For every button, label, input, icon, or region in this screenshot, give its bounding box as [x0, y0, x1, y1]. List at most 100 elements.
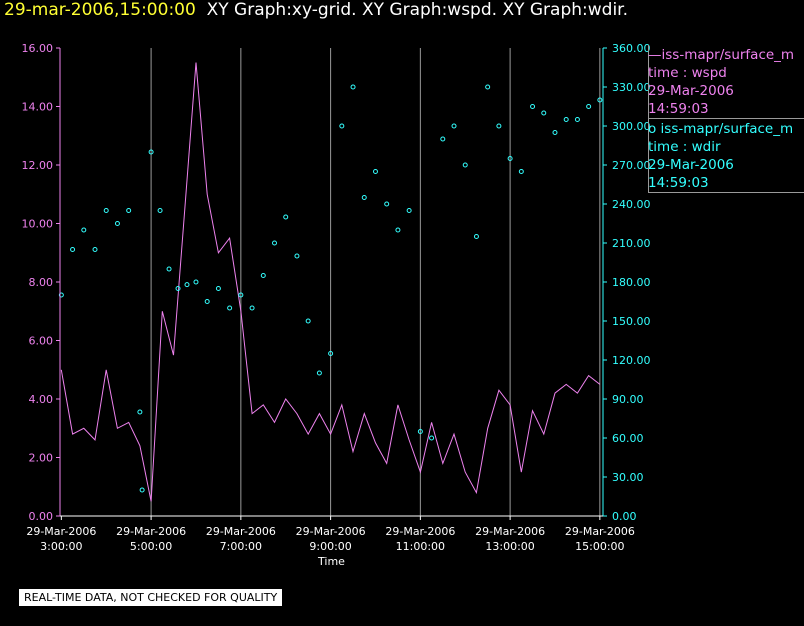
legend-wspd-date: 29-Mar-2006 [648, 83, 734, 99]
legend-frame [648, 45, 649, 193]
x-tick-date-label: 29-Mar-2006 [206, 525, 276, 538]
right-tick-label: 0.00 [612, 510, 637, 523]
x-tick-time-label: 5:00:00 [130, 540, 172, 553]
wdir-point [429, 435, 435, 441]
wdir-point [305, 318, 311, 324]
title-graph-list: XY Graph:xy-grid. XY Graph:wspd. XY Grap… [206, 0, 629, 20]
right-tick-label: 360.00 [612, 42, 651, 55]
wdir-point [148, 149, 154, 155]
x-tick-date-label: 29-Mar-2006 [296, 525, 366, 538]
wdir-point [227, 305, 233, 311]
quality-note: REAL-TIME DATA, NOT CHECKED FOR QUALITY [19, 589, 283, 606]
wdir-point [204, 299, 210, 304]
legend-wspd-time: 14:59:03 [648, 101, 709, 117]
legend-wspd-source: —iss-mapr/surface_m [648, 47, 795, 63]
wdir-point [184, 282, 190, 288]
wdir-point [395, 227, 401, 233]
x-tick-time-label: 15:00:00 [575, 540, 624, 553]
wdir-point [372, 169, 378, 174]
wdir-point [350, 84, 356, 90]
wdir-point [440, 136, 446, 142]
legend-wspd-variable: time : wspd [648, 65, 727, 81]
wdir-point [451, 123, 457, 129]
axis-layer: 0.00 2.00 4.00 6.00 8.00 10.00 12.00 14.00 16.00… [22, 42, 651, 568]
wdir-point [417, 429, 423, 434]
legend-wdir-variable: time : wdir [648, 139, 721, 155]
wdir-point [238, 292, 244, 298]
wdir-point [81, 227, 87, 233]
right-tick-label: 150.00 [612, 315, 651, 328]
wdir-point [586, 104, 592, 109]
wdir-point [361, 195, 367, 200]
title-datetime: 29-mar-2006,15:00:00 [4, 0, 196, 20]
wdir-point [574, 117, 580, 122]
wdir-point [166, 266, 172, 272]
right-tick-label: 330.00 [612, 81, 651, 94]
wdir-point [294, 253, 300, 259]
wdir-point [157, 208, 163, 213]
x-tick-date-label: 29-Mar-2006 [116, 525, 186, 538]
wdir-point [283, 214, 289, 220]
wdir-series-points [58, 84, 603, 493]
wdir-point [563, 117, 569, 122]
right-tick-label: 30.00 [612, 471, 644, 484]
wdir-point [462, 162, 468, 168]
wdir-point [530, 104, 536, 109]
chart-title: 29-mar-2006,15:00:00 XY Graph:xy-grid. X… [4, 0, 628, 20]
wdir-point [70, 247, 76, 252]
wdir-point [339, 123, 345, 129]
left-tick-label: 4.00 [29, 393, 54, 406]
left-tick-label: 12.00 [22, 159, 54, 172]
x-tick-time-label: 3:00:00 [40, 540, 82, 553]
x-tick-date-label: 29-Mar-2006 [475, 525, 545, 538]
right-tick-label: 240.00 [612, 198, 651, 211]
legend-separator [648, 118, 804, 119]
left-tick-label: 10.00 [22, 218, 54, 231]
wdir-point [193, 279, 199, 285]
series-layer [58, 62, 603, 502]
legend-bottom-line [648, 192, 804, 193]
wdir-point [175, 286, 181, 291]
wdir-point [103, 208, 109, 213]
legend-entry-wdir: o iss-mapr/surface_m time : wdir 29-Mar-… [648, 120, 804, 192]
legend-wdir-source: o iss-mapr/surface_m [648, 121, 794, 137]
right-tick-label: 300.00 [612, 120, 651, 133]
left-tick-label: 16.00 [22, 42, 54, 55]
legend-wdir-date: 29-Mar-2006 [648, 157, 734, 173]
x-tick-time-label: 13:00:00 [485, 540, 534, 553]
wdir-point [473, 234, 479, 239]
wdir-point [384, 201, 390, 207]
legend-wdir-time: 14:59:03 [648, 175, 709, 191]
x-tick-time-label: 9:00:00 [309, 540, 351, 553]
x-axis-title: Time [317, 555, 345, 568]
x-tick-date-label: 29-Mar-2006 [26, 525, 96, 538]
wdir-point [328, 351, 334, 356]
legend: —iss-mapr/surface_m time : wspd 29-Mar-2… [648, 45, 804, 195]
wdir-point [58, 292, 64, 298]
wdir-point [137, 409, 143, 415]
wdir-point [552, 130, 558, 135]
wdir-point [485, 84, 491, 90]
wdir-point [249, 305, 255, 311]
left-tick-label: 6.00 [29, 335, 54, 348]
left-tick-label: 0.00 [29, 510, 54, 523]
wdir-point [215, 286, 221, 291]
wdir-point [272, 240, 278, 246]
right-tick-label: 60.00 [612, 432, 644, 445]
wdir-point [496, 123, 502, 129]
wdir-point [541, 110, 547, 116]
x-tick-time-label: 11:00:00 [396, 540, 445, 553]
wspd-series-line [60, 62, 601, 502]
wdir-point [92, 247, 98, 252]
right-tick-label: 90.00 [612, 393, 644, 406]
x-tick-date-label: 29-Mar-2006 [565, 525, 635, 538]
grid-layer [150, 48, 601, 516]
wdir-point [114, 221, 120, 226]
wdir-point [316, 370, 322, 376]
left-tick-label: 8.00 [29, 276, 54, 289]
x-tick-time-label: 7:00:00 [220, 540, 262, 553]
wdir-point [139, 487, 145, 493]
wdir-point [126, 208, 132, 213]
right-tick-label: 120.00 [612, 354, 651, 367]
